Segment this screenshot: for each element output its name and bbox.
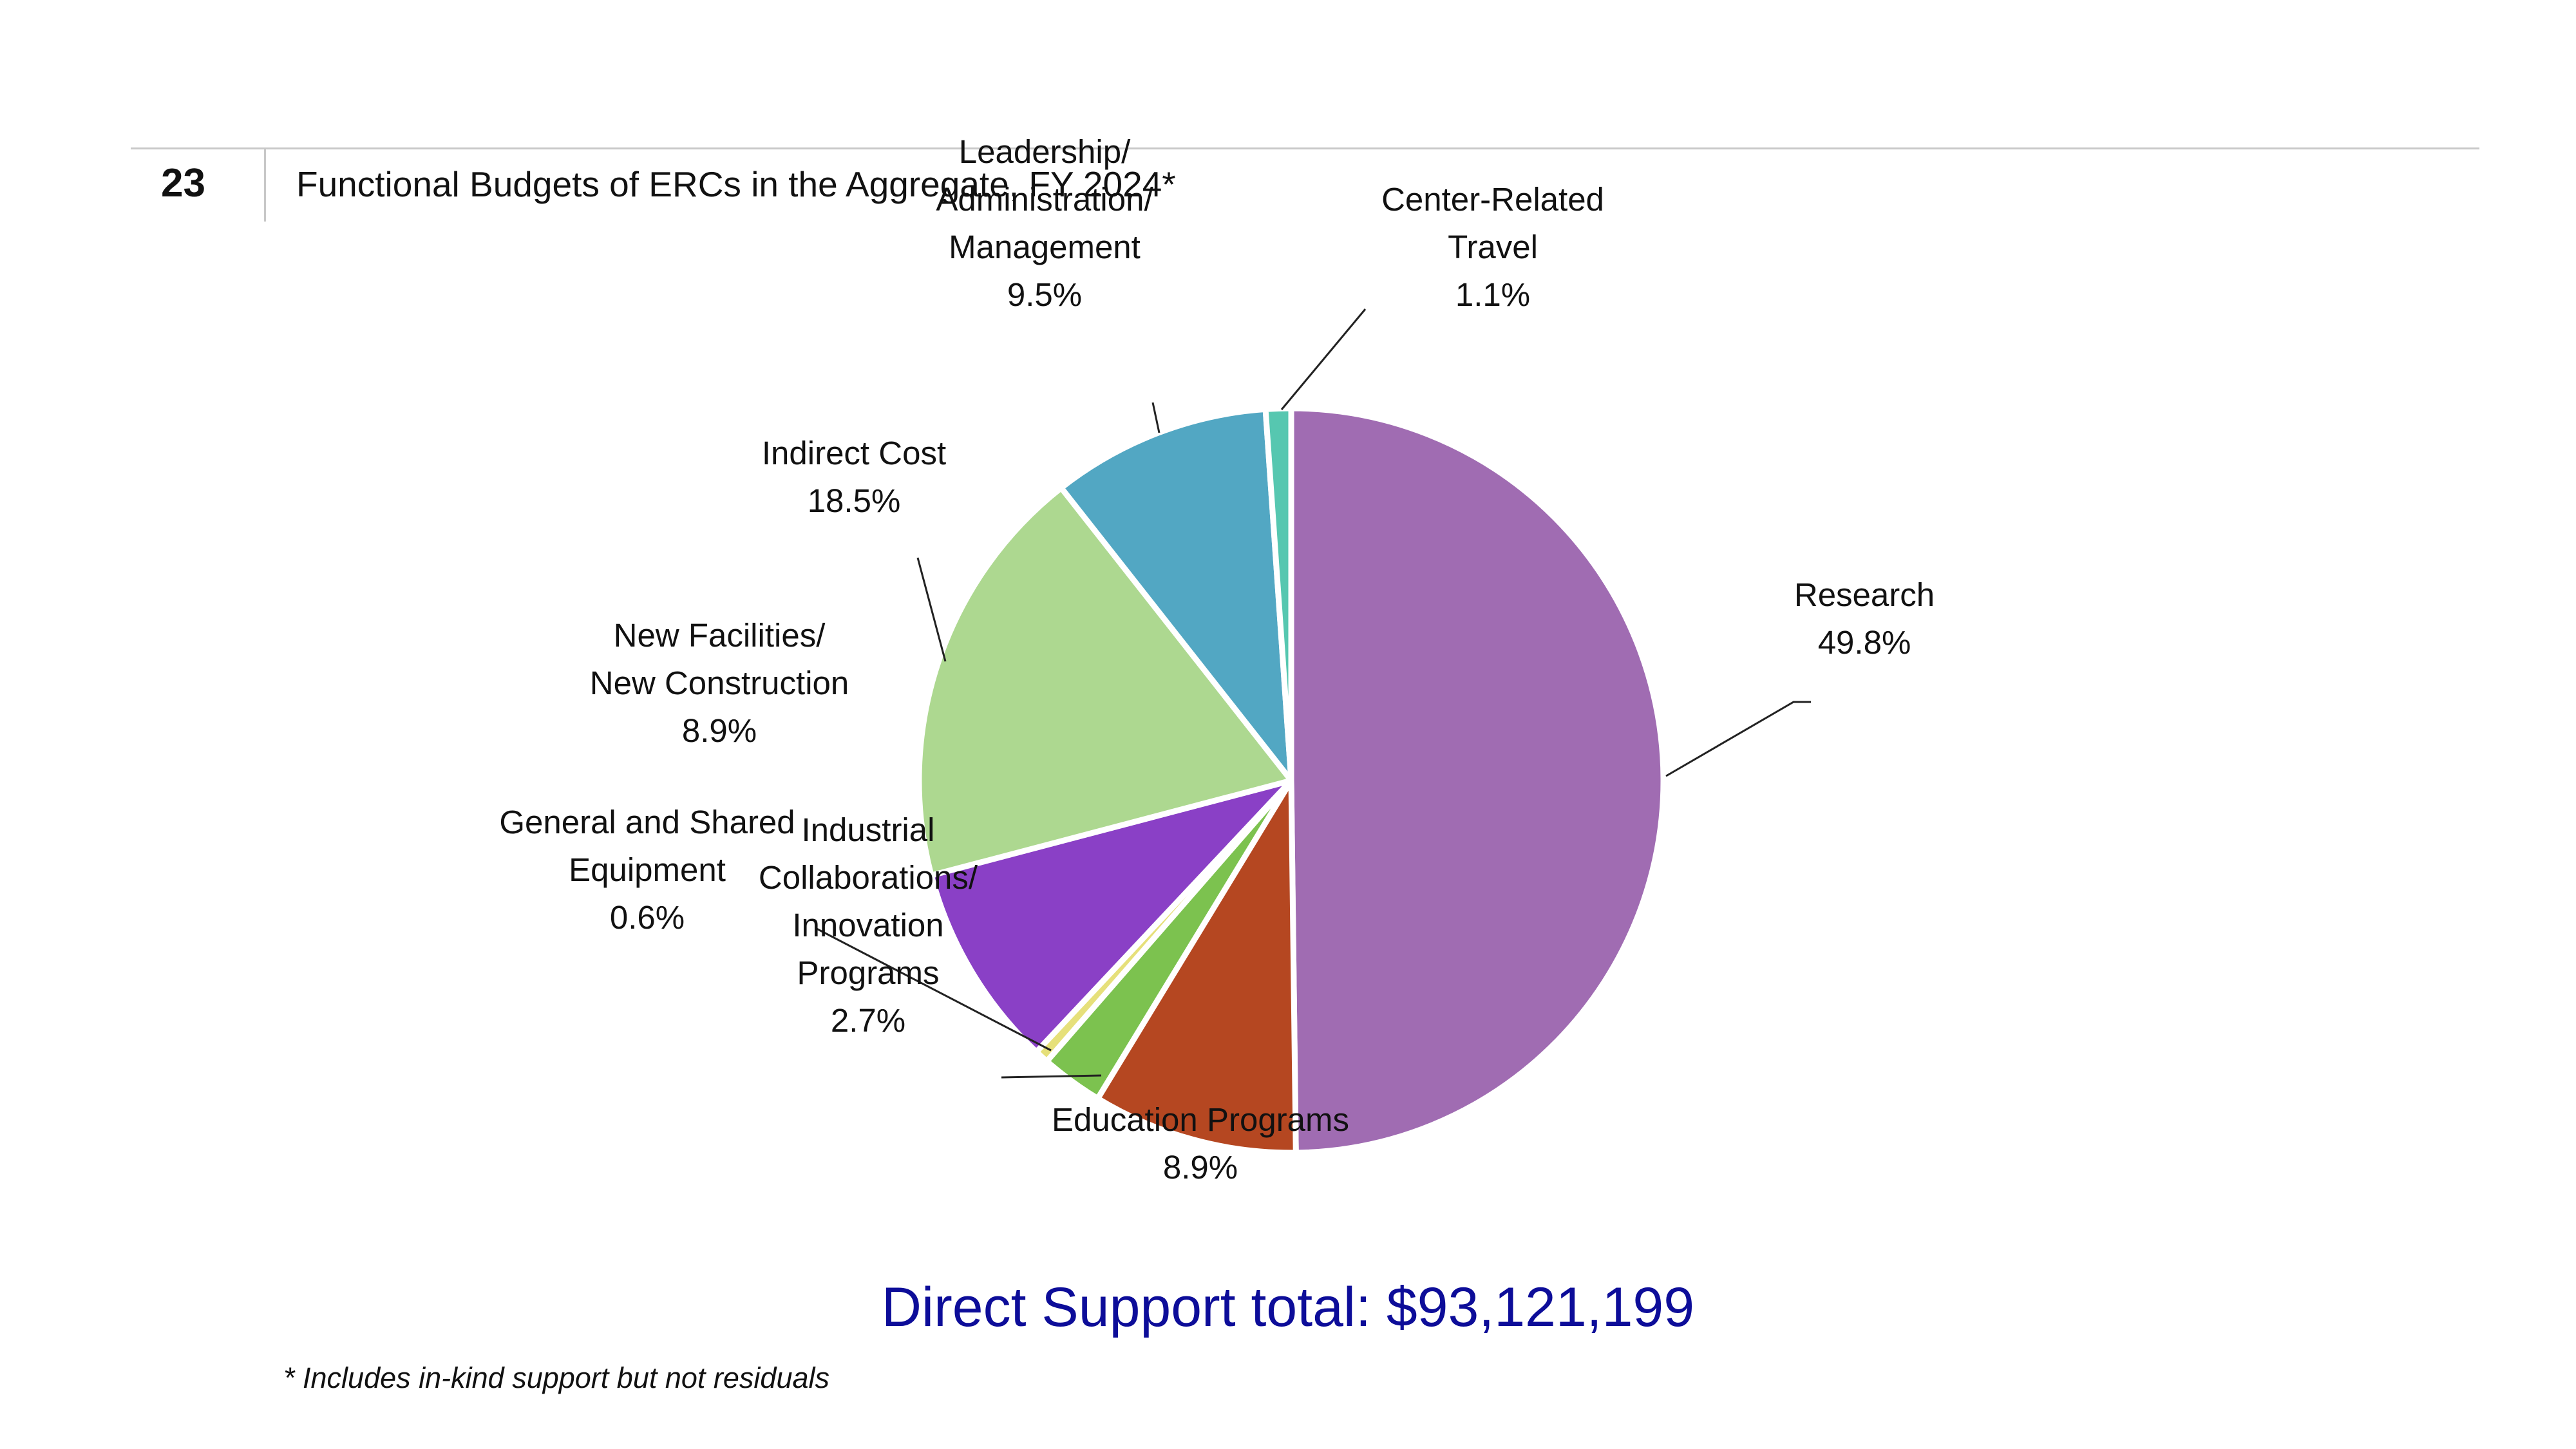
slice-category-label: Center-Related <box>1381 181 1604 218</box>
slice-value-label: 18.5% <box>808 482 901 519</box>
slice-label-4: General and Shared Equipment 0.6% <box>499 804 795 936</box>
chart-title: Functional Budgets of ERCs in the Aggreg… <box>296 164 1176 204</box>
slice-category-label: General and Shared <box>499 804 795 840</box>
header-rule <box>131 147 2479 149</box>
header-divider <box>264 149 266 222</box>
leader-line-4 <box>816 927 1052 1052</box>
leader-line-3 <box>1001 1074 1102 1079</box>
slice-category-label: Innovation <box>792 907 943 943</box>
slice-value-label: 8.9% <box>682 712 757 749</box>
pie-slice-5 <box>928 777 1294 1055</box>
slice-category-label: Management <box>949 229 1141 265</box>
footnote: * Includes in-kind support but not resid… <box>283 1361 829 1394</box>
leader-line-6 <box>916 557 947 662</box>
slice-value-label: 1.1% <box>1455 276 1530 313</box>
slice-category-label: New Facilities/ <box>614 617 826 654</box>
slice-value-label: 2.7% <box>831 1002 905 1039</box>
slice-label-2: Education Programs 8.9% <box>1052 1101 1349 1186</box>
slice-category-label: Industrial <box>802 811 935 848</box>
slice-label-8: Center-Related Travel 1.1% <box>1381 181 1604 313</box>
leader-line-7 <box>1151 402 1160 433</box>
slice-category-label: Equipment <box>569 851 726 888</box>
slice-value-label: 49.8% <box>1818 624 1911 661</box>
slice-category-label: Leadership/ <box>959 133 1131 170</box>
pie-chart: Research 49.8% Education Programs 8.9% Indus… <box>499 133 1935 1186</box>
slice-value-label: 0.6% <box>610 899 685 936</box>
slice-label-5: New Facilities/New Construction 8.9% <box>590 617 849 749</box>
pie-slice-6 <box>916 485 1294 878</box>
slice-category-label: Indirect Cost <box>762 435 946 471</box>
pie-slice-8 <box>1262 405 1294 784</box>
slice-value-label: 8.9% <box>1163 1149 1238 1186</box>
slice-label-6: Indirect Cost 18.5% <box>762 435 946 519</box>
slice-category-label: Programs <box>797 954 939 991</box>
direct-support-total: Direct Support total: $93,121,199 <box>881 1276 1695 1338</box>
slice-label-7: Leadership/Administration/Management 9.5% <box>936 133 1153 313</box>
slice-label-1: Research 49.8% <box>1794 576 1935 661</box>
pie-slice-7 <box>1058 406 1294 784</box>
pie-slice-2 <box>1095 777 1299 1156</box>
slice-category-label: Travel <box>1448 229 1538 265</box>
leader-line-1 <box>1665 701 1811 777</box>
slice-category-label: Research <box>1794 576 1935 613</box>
slice-value-label: 9.5% <box>1007 276 1082 313</box>
slice-label-3: Industrial Collaborations/Innovation Progr… <box>759 811 978 1039</box>
figure-number: 23 <box>161 161 205 205</box>
pie-slice-1 <box>1288 405 1667 1156</box>
slice-category-label: New Construction <box>590 665 849 701</box>
slice-category-label: Collaborations/ <box>759 859 978 896</box>
leader-line-8 <box>1280 308 1367 410</box>
slice-category-label: Education Programs <box>1052 1101 1349 1138</box>
slice-category-label: Administration/ <box>936 181 1153 218</box>
